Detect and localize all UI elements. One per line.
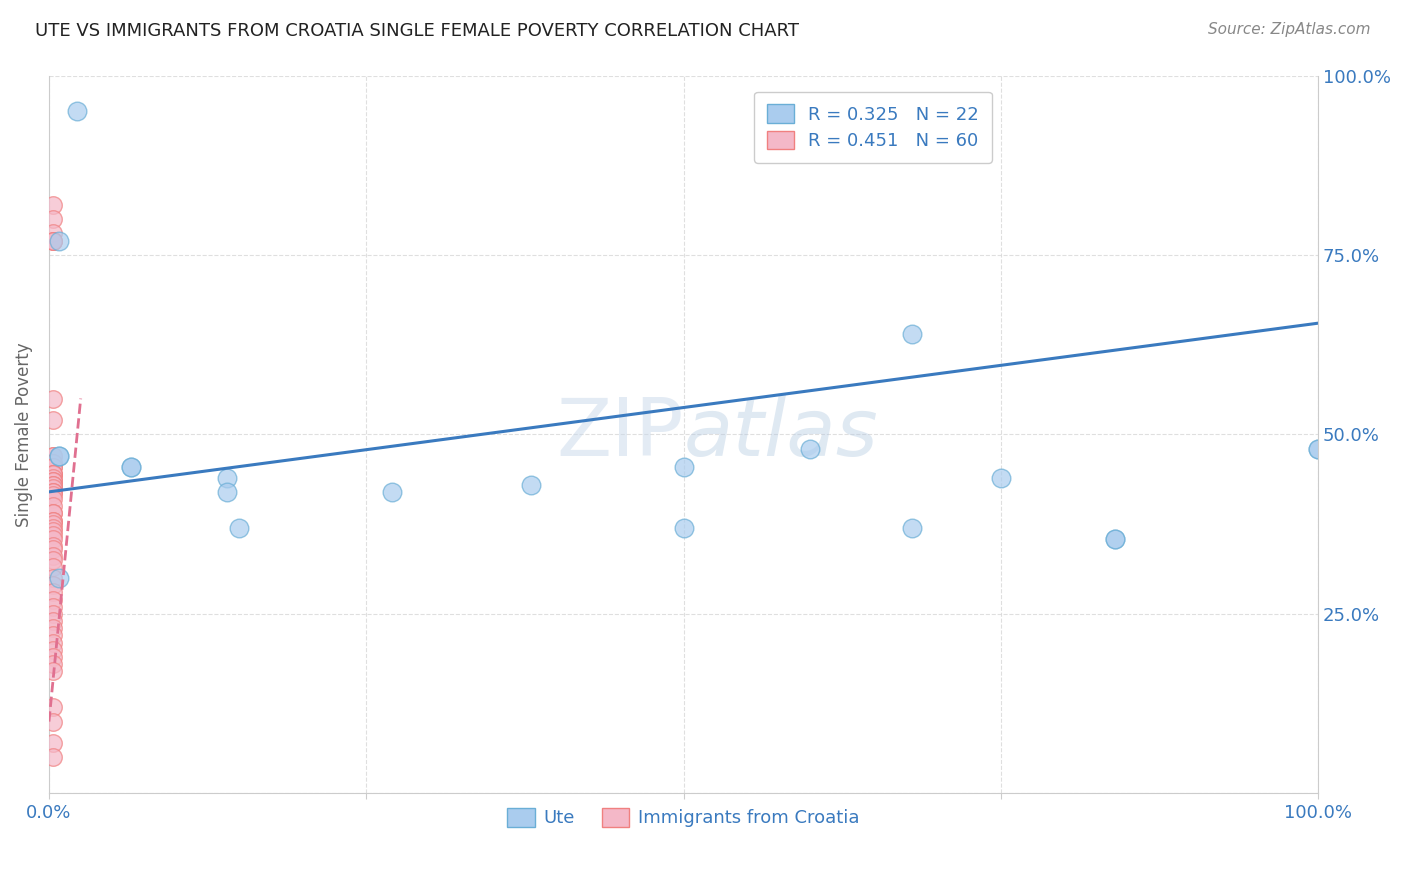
Point bbox=[42, 571, 65, 585]
Point bbox=[42, 198, 65, 212]
Point bbox=[42, 560, 65, 574]
Point bbox=[42, 413, 65, 427]
Point bbox=[42, 474, 65, 488]
Point bbox=[1308, 442, 1330, 456]
Point bbox=[48, 449, 70, 463]
Point bbox=[42, 700, 65, 714]
Point bbox=[215, 470, 238, 484]
Point bbox=[1308, 442, 1330, 456]
Point bbox=[42, 227, 65, 241]
Point bbox=[42, 484, 65, 499]
Point bbox=[121, 459, 143, 474]
Text: ZIP: ZIP bbox=[557, 395, 683, 474]
Y-axis label: Single Female Poverty: Single Female Poverty bbox=[15, 343, 32, 527]
Point bbox=[42, 585, 65, 599]
Point bbox=[42, 514, 65, 528]
Point bbox=[42, 507, 65, 521]
Point bbox=[121, 459, 143, 474]
Point bbox=[990, 470, 1012, 484]
Point bbox=[42, 484, 65, 499]
Point bbox=[799, 442, 821, 456]
Point bbox=[42, 736, 65, 750]
Point bbox=[42, 488, 65, 502]
Point bbox=[42, 628, 65, 642]
Point bbox=[42, 507, 65, 521]
Point bbox=[42, 614, 65, 628]
Point bbox=[381, 484, 404, 499]
Point bbox=[42, 491, 65, 506]
Point bbox=[42, 234, 65, 248]
Point bbox=[42, 665, 65, 679]
Point bbox=[42, 212, 65, 227]
Point bbox=[42, 549, 65, 564]
Point bbox=[901, 326, 924, 341]
Point bbox=[48, 571, 70, 585]
Point bbox=[215, 484, 238, 499]
Point bbox=[42, 474, 65, 488]
Point bbox=[42, 517, 65, 532]
Point bbox=[42, 650, 65, 665]
Point bbox=[42, 500, 65, 514]
Point bbox=[42, 578, 65, 592]
Point bbox=[42, 553, 65, 567]
Point bbox=[48, 234, 70, 248]
Point bbox=[672, 459, 695, 474]
Point bbox=[66, 104, 89, 119]
Legend: Ute, Immigrants from Croatia: Ute, Immigrants from Croatia bbox=[501, 801, 868, 835]
Point bbox=[901, 521, 924, 535]
Point bbox=[42, 521, 65, 535]
Point bbox=[42, 528, 65, 542]
Point bbox=[672, 521, 695, 535]
Point bbox=[48, 449, 70, 463]
Point bbox=[42, 449, 65, 463]
Point bbox=[42, 467, 65, 481]
Point bbox=[42, 657, 65, 672]
Text: Source: ZipAtlas.com: Source: ZipAtlas.com bbox=[1208, 22, 1371, 37]
Point bbox=[42, 456, 65, 470]
Point bbox=[42, 449, 65, 463]
Point bbox=[42, 467, 65, 481]
Point bbox=[42, 542, 65, 557]
Point bbox=[42, 477, 65, 491]
Point bbox=[42, 635, 65, 649]
Point bbox=[42, 481, 65, 495]
Point bbox=[42, 750, 65, 764]
Point bbox=[42, 470, 65, 484]
Point bbox=[42, 514, 65, 528]
Point bbox=[42, 532, 65, 546]
Point bbox=[42, 599, 65, 614]
Point bbox=[1104, 532, 1126, 546]
Point bbox=[42, 467, 65, 481]
Text: atlas: atlas bbox=[683, 395, 879, 474]
Point bbox=[42, 524, 65, 539]
Point bbox=[42, 459, 65, 474]
Point bbox=[42, 234, 65, 248]
Text: UTE VS IMMIGRANTS FROM CROATIA SINGLE FEMALE POVERTY CORRELATION CHART: UTE VS IMMIGRANTS FROM CROATIA SINGLE FE… bbox=[35, 22, 799, 40]
Point bbox=[1104, 532, 1126, 546]
Point bbox=[42, 459, 65, 474]
Point bbox=[42, 714, 65, 729]
Point bbox=[42, 642, 65, 657]
Point bbox=[42, 456, 65, 470]
Point bbox=[42, 392, 65, 406]
Point bbox=[42, 621, 65, 635]
Point bbox=[42, 539, 65, 553]
Point bbox=[42, 477, 65, 491]
Point bbox=[42, 234, 65, 248]
Point bbox=[228, 521, 250, 535]
Point bbox=[42, 607, 65, 621]
Point bbox=[520, 477, 543, 491]
Point bbox=[42, 592, 65, 607]
